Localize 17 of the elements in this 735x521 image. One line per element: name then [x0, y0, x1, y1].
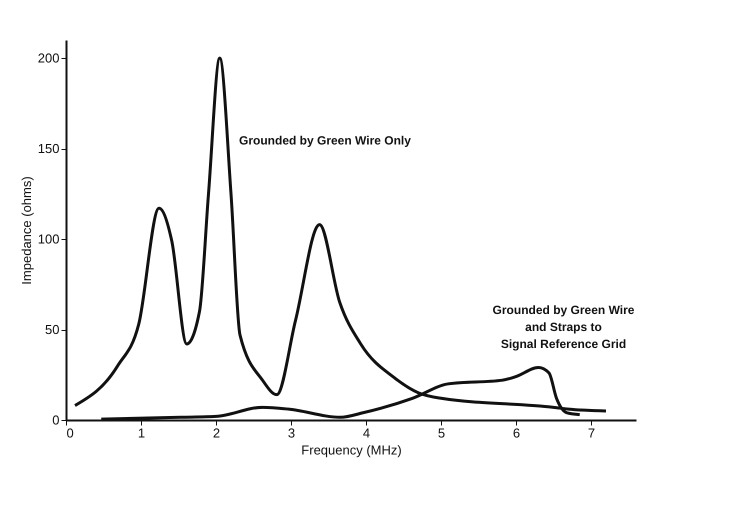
x-tick-label: 5 [438, 426, 446, 440]
annotation: Grounded by Green Wire Only [239, 134, 412, 148]
x-tick-label: 4 [362, 426, 370, 440]
x-tick-label: 6 [512, 426, 520, 440]
x-tick-label: 3 [288, 426, 296, 440]
x-tick-label: 1 [138, 426, 146, 440]
y-tick-label: 100 [38, 232, 60, 247]
x-axis-title: Frequency (MHz) [301, 442, 402, 458]
x-tick-label: 0 [66, 426, 74, 440]
y-tick-label: 150 [38, 141, 60, 156]
y-tick-label: 0 [52, 412, 60, 428]
y-axis-title: Impedance (ohms) [18, 176, 34, 285]
y-tick-label: 200 [38, 50, 60, 66]
x-tick-label: 7 [588, 426, 596, 440]
annotation: Grounded by Green Wire and Straps to Signal Reference Grid [492, 303, 635, 352]
x-tick-label: 2 [212, 426, 220, 440]
y-tick-label: 50 [45, 322, 60, 338]
